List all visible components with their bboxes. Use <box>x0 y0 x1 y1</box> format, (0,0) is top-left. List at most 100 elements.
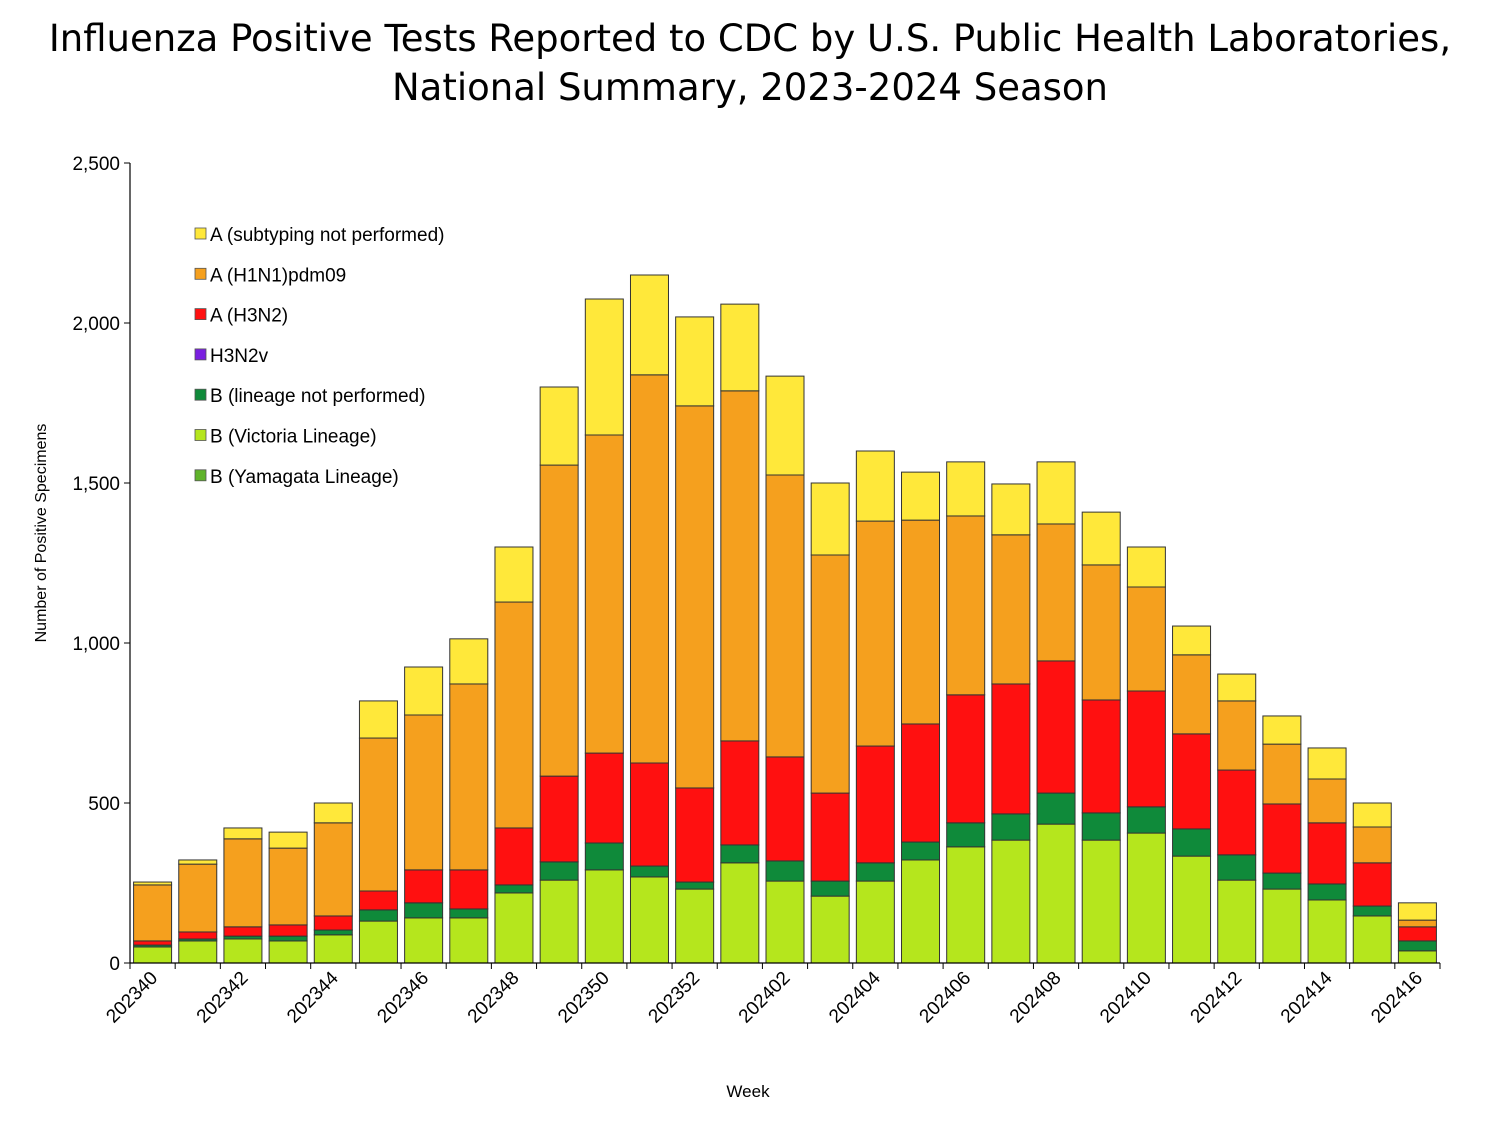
bar-segment-202405 <box>901 841 941 861</box>
legend-swatch <box>194 308 207 321</box>
x-tick-label: 202416 <box>1367 968 1427 1028</box>
y-tick-label: 2,000 <box>72 314 120 335</box>
legend-swatch <box>194 388 207 401</box>
bar-segment-202405 <box>901 723 941 843</box>
bar-segment-202344 <box>313 802 353 824</box>
bar-segment-202414 <box>1307 778 1347 824</box>
bar-segment-202404 <box>855 745 895 864</box>
bar-segment-202411 <box>1172 654 1212 735</box>
bar-segment-202408 <box>1036 461 1076 525</box>
bar-segment-202415 <box>1352 905 1392 917</box>
bar-segment-202408 <box>1036 792 1076 825</box>
x-tick-label: 202348 <box>464 968 524 1028</box>
bar-segment-202401 <box>720 303 760 392</box>
bar-segment-202403 <box>810 482 850 556</box>
bar-segment-202350 <box>584 434 624 754</box>
bar-segment-202411 <box>1172 625 1212 656</box>
bar-segment-202352 <box>675 316 715 407</box>
bar-segment-202407 <box>991 683 1031 815</box>
x-tick-label: 202402 <box>735 968 795 1028</box>
bar-segment-202402 <box>765 375 805 476</box>
bar-segment-202351 <box>629 865 669 878</box>
bar-segment-202343 <box>268 940 308 964</box>
y-tick-label: 500 <box>88 794 120 815</box>
bar-segment-202412 <box>1217 879 1257 964</box>
bar-segment-202348 <box>494 601 534 829</box>
legend-label: A (subtyping not performed) <box>210 225 444 246</box>
bar-segment-202406 <box>946 515 986 696</box>
bar-segment-202411 <box>1172 733 1212 830</box>
bar-segment-202401 <box>720 844 760 864</box>
bar-segment-202408 <box>1036 523 1076 662</box>
bar-segment-202349 <box>539 386 579 466</box>
bar-segment-202414 <box>1307 747 1347 780</box>
bar-segment-202345 <box>358 700 398 739</box>
y-tick-label: 1,000 <box>72 634 120 655</box>
y-tick-label: 0 <box>109 954 120 975</box>
bar-segment-202342 <box>223 838 263 928</box>
bar-segment-202348 <box>494 892 534 964</box>
bar-segment-202409 <box>1081 839 1121 964</box>
bar-segment-202347 <box>449 917 489 964</box>
bar-segment-202340 <box>133 946 173 964</box>
bar-segment-202404 <box>855 880 895 964</box>
bar-segment-202344 <box>313 929 353 936</box>
bar-segment-202410 <box>1126 832 1166 964</box>
x-tick-label: 202352 <box>645 968 705 1028</box>
bar-segment-202352 <box>675 405 715 789</box>
bar-segment-202412 <box>1217 700 1257 771</box>
bar-segment-202343 <box>268 935 308 942</box>
bar-segment-202351 <box>629 374 669 764</box>
bar-segment-202346 <box>404 666 444 716</box>
x-tick-label: 202406 <box>916 968 976 1028</box>
legend-swatch <box>194 227 207 240</box>
bar-segment-202410 <box>1126 690 1166 808</box>
bar-segment-202416 <box>1397 902 1437 921</box>
bar-segment-202342 <box>223 926 263 937</box>
bar-segment-202347 <box>449 869 489 910</box>
bar-segment-202402 <box>765 756 805 862</box>
bar-segment-202340 <box>133 940 173 946</box>
bar-segment-202407 <box>991 839 1031 964</box>
legend-label: A (H1N1)pdm09 <box>210 265 346 286</box>
legend: A (subtyping not performed) A (H1N1)pdm09… <box>194 225 444 488</box>
bar-segment-202346 <box>404 902 444 919</box>
bar-segment-202405 <box>901 859 941 964</box>
bar-segment-202403 <box>810 895 850 964</box>
bar-segment-202344 <box>313 934 353 964</box>
y-axis-label: Number of Positive Specimens <box>33 424 50 643</box>
bar-segment-202350 <box>584 842 624 871</box>
bar-segment-202351 <box>629 876 669 964</box>
bar-segment-202342 <box>223 827 263 840</box>
bar-segment-202352 <box>675 888 715 964</box>
bar-segment-202410 <box>1126 546 1166 588</box>
x-tick-label: 202414 <box>1277 967 1337 1027</box>
legend-swatch <box>194 429 207 441</box>
bar-segment-202343 <box>268 831 308 849</box>
bars-group <box>133 274 1437 964</box>
bar-segment-202344 <box>313 822 353 917</box>
bar-segment-202348 <box>494 884 534 894</box>
bar-segment-202347 <box>449 683 489 871</box>
bar-segment-202346 <box>404 917 444 964</box>
x-tick-label: 202410 <box>1096 968 1156 1028</box>
chart-title-line-2: National Summary, 2023-2024 Season <box>392 66 1108 109</box>
bar-segment-202346 <box>404 714 444 871</box>
bar-segment-202351 <box>629 762 669 867</box>
bar-segment-202409 <box>1081 812 1121 841</box>
bar-segment-202410 <box>1126 586 1166 692</box>
bar-segment-202401 <box>720 740 760 846</box>
bar-segment-202413 <box>1262 803 1302 874</box>
bar-segment-202413 <box>1262 888 1302 964</box>
bar-segment-202403 <box>810 880 850 897</box>
x-tick-label: 202408 <box>1006 968 1066 1028</box>
bar-segment-202414 <box>1307 822 1347 885</box>
bar-segment-202345 <box>358 890 398 911</box>
bar-segment-202415 <box>1352 802 1392 828</box>
bar-segment-202349 <box>539 464 579 777</box>
legend-label: A (H3N2) <box>210 306 288 327</box>
bar-segment-202340 <box>133 881 173 886</box>
bar-segment-202344 <box>313 915 353 931</box>
bar-segment-202404 <box>855 450 895 522</box>
bar-segment-202343 <box>268 847 308 926</box>
